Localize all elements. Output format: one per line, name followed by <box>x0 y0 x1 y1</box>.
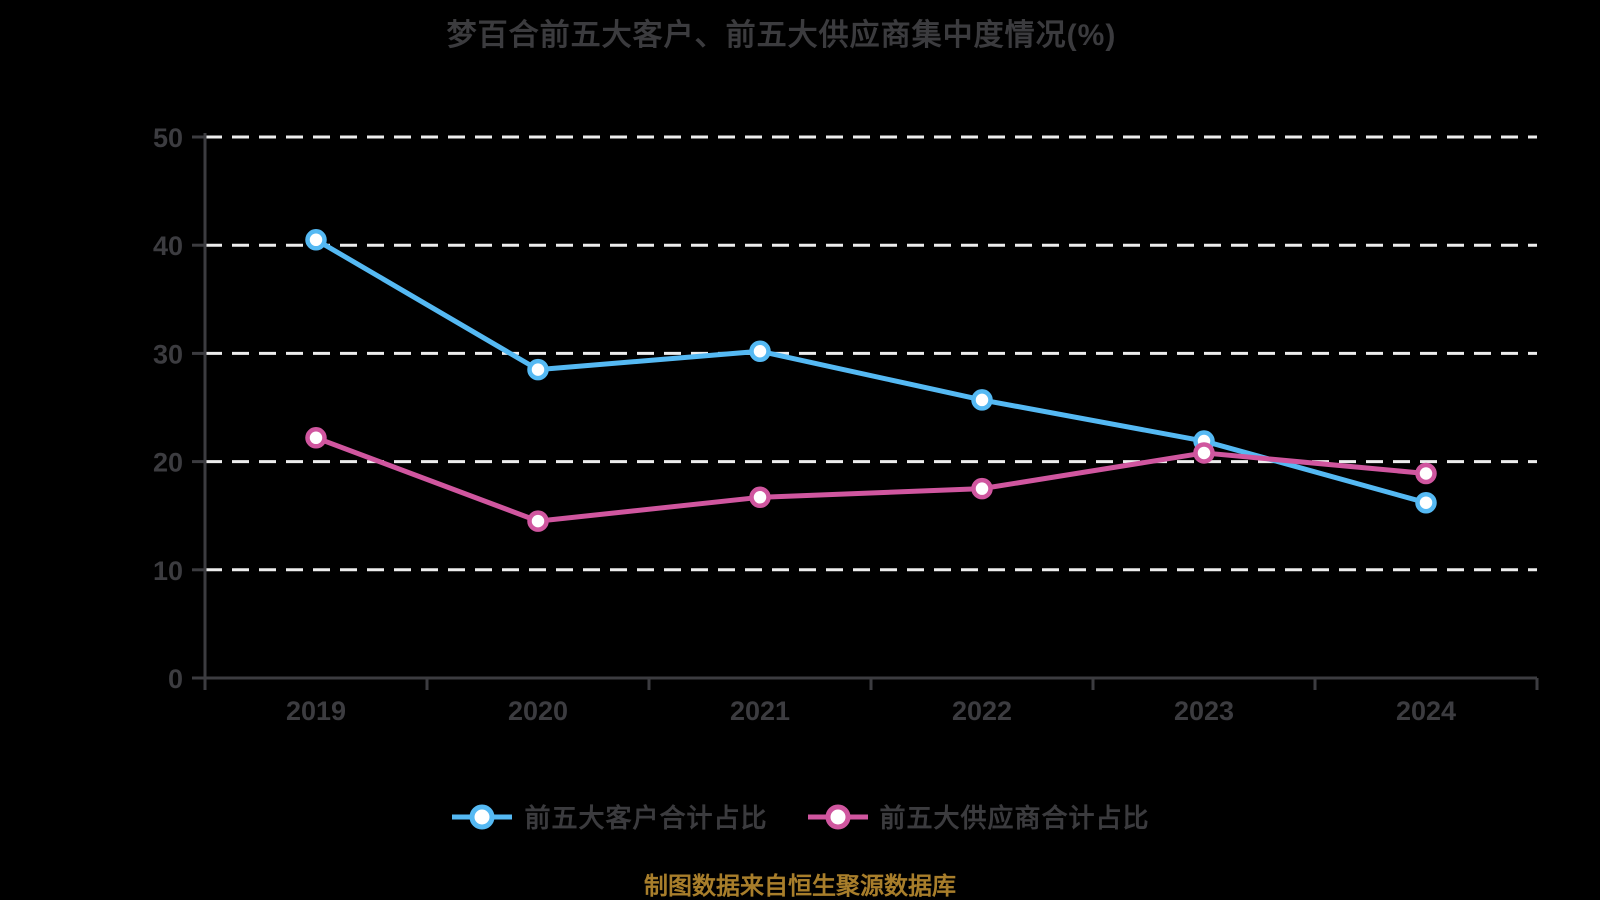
data-point-1-2022 <box>971 477 993 500</box>
source-note: 制图数据来自恒生聚源数据库 <box>644 873 956 900</box>
y-tick-label-30: 30 <box>153 339 183 369</box>
y-tick-label-0: 0 <box>168 664 183 694</box>
y-tick-label-20: 20 <box>153 448 183 478</box>
data-point-1-2020 <box>527 510 549 532</box>
legend: 前五大客户合计占比 前五大供应商合计占比 <box>0 798 1600 835</box>
data-point-0-2021 <box>749 340 771 362</box>
legend-label-customers: 前五大客户合计占比 <box>524 803 768 833</box>
x-label-2021: 2021 <box>730 696 790 726</box>
legend-marker-customers-icon <box>452 804 513 829</box>
x-label-2023: 2023 <box>1174 696 1234 726</box>
data-point-0-2019 <box>305 229 327 251</box>
y-tick-label-50: 50 <box>153 123 183 153</box>
data-point-1-2024 <box>1415 462 1437 485</box>
legend-label-suppliers: 前五大供应商合计占比 <box>879 803 1150 833</box>
chart-canvas: 0 10 20 30 40 50 2019 2020 2021 2022 2023 2024 <box>153 123 1539 726</box>
legend-item-customers: 前五大客户合计占比 <box>450 798 767 835</box>
y-tick-label-10: 10 <box>153 556 183 586</box>
data-point-1-2021 <box>749 486 771 509</box>
legend-item-suppliers: 前五大供应商合计占比 <box>806 798 1150 835</box>
data-point-0-2024 <box>1415 491 1437 514</box>
x-label-2020: 2020 <box>508 696 568 726</box>
legend-circle <box>469 804 495 829</box>
x-label-2022: 2022 <box>952 696 1012 726</box>
y-tick-label-40: 40 <box>153 231 183 261</box>
data-point-0-2020 <box>527 358 549 381</box>
data-point-1-2019 <box>305 427 327 449</box>
data-point-0-2022 <box>971 389 993 411</box>
series-line-1 <box>313 435 1429 524</box>
legend-marker-suppliers-icon <box>807 804 868 829</box>
chart-title: 梦百合前五大客户、前五大供应商集中度情况(%) <box>446 19 1117 52</box>
x-label-2019: 2019 <box>286 696 346 726</box>
data-point-1-2023 <box>1193 442 1215 464</box>
series-line-0 <box>313 237 1429 506</box>
legend-circle <box>825 804 850 829</box>
x-label-2024: 2024 <box>1396 696 1456 726</box>
